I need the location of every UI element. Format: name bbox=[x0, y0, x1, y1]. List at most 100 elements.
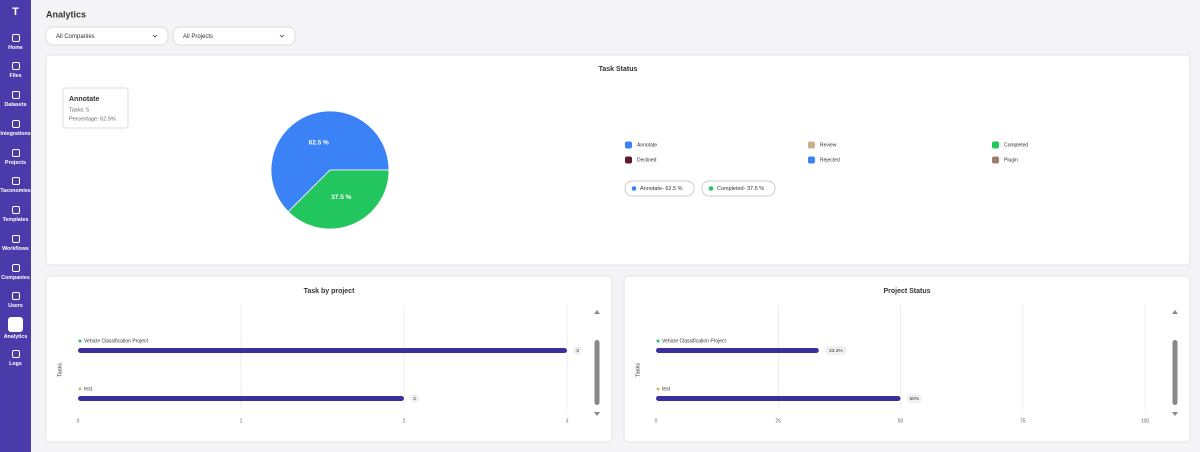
legend-swatch bbox=[992, 156, 999, 164]
category-label: Vehicle Classification Project bbox=[662, 338, 727, 344]
legend-label: Completed bbox=[1004, 142, 1028, 148]
nav-icon bbox=[11, 91, 20, 99]
nav-label: Files bbox=[9, 73, 22, 79]
slice-label: 62.5 % bbox=[309, 139, 329, 146]
legend-swatch bbox=[992, 141, 999, 149]
nav-item[interactable]: Projects bbox=[0, 149, 31, 166]
nav-label: Datasets bbox=[4, 102, 27, 108]
x-tick-label: 25 bbox=[775, 418, 781, 424]
nav-label: Workflows bbox=[2, 246, 29, 252]
pie-slice bbox=[287, 169, 390, 230]
x-tick-label: 50 bbox=[898, 418, 904, 424]
chip-label: Annotate- 62.5 % bbox=[640, 186, 683, 192]
sidebar: T Home Files Datasets Integrations Projects T… bbox=[0, 0, 31, 452]
legend-label: Declined bbox=[637, 157, 657, 163]
legend-label: Rejected bbox=[820, 157, 840, 163]
nav-label: Home bbox=[8, 45, 23, 51]
chip-label: Completed- 37.5 % bbox=[717, 186, 764, 192]
scroll-thumb[interactable] bbox=[594, 340, 600, 405]
legend-swatch bbox=[808, 141, 815, 149]
bar bbox=[78, 348, 567, 353]
nav-item[interactable]: Templates bbox=[0, 206, 31, 223]
nav-item[interactable]: Users bbox=[0, 292, 31, 309]
x-tick-label: 100 bbox=[1141, 418, 1150, 424]
nav-item[interactable]: Integrations bbox=[0, 120, 31, 137]
value-pill bbox=[824, 346, 847, 355]
category-label: Vehicle Classification Project bbox=[84, 338, 149, 344]
x-tick-label: 0 bbox=[655, 418, 658, 424]
legend-label: Annotate bbox=[637, 142, 657, 148]
chip[interactable] bbox=[624, 180, 695, 197]
category-label: test bbox=[84, 386, 93, 392]
bar bbox=[656, 348, 819, 353]
x-tick-label: 0 bbox=[77, 418, 80, 424]
legend-swatch bbox=[808, 156, 815, 164]
value-label: 3 bbox=[576, 348, 579, 354]
card bbox=[45, 54, 1191, 266]
scroll-down[interactable] bbox=[1172, 412, 1178, 416]
dropdown-label: All Projects bbox=[183, 34, 213, 40]
nav-label: Logs bbox=[9, 361, 22, 367]
legend-label: Plugin bbox=[1004, 157, 1018, 163]
nav-icon bbox=[11, 264, 20, 272]
nav-icon bbox=[11, 62, 20, 70]
nav-icon bbox=[11, 235, 20, 243]
legend-swatch bbox=[625, 141, 632, 149]
chip-dot bbox=[631, 186, 637, 191]
nav-icon bbox=[11, 149, 20, 157]
scroll-thumb[interactable] bbox=[1172, 340, 1178, 405]
chip[interactable] bbox=[701, 180, 776, 197]
nav-item[interactable]: Workflows bbox=[0, 235, 31, 252]
tooltip-title: Annotate bbox=[69, 96, 99, 103]
nav-item[interactable]: Taxonomies bbox=[0, 177, 31, 194]
y-axis-label: Tasks bbox=[635, 363, 641, 377]
slice-label: 37.5 % bbox=[331, 194, 351, 201]
value-label: 2 bbox=[413, 396, 416, 402]
nav-icon bbox=[11, 177, 20, 185]
x-tick-label: 2 bbox=[403, 418, 406, 424]
nav-icon bbox=[11, 34, 20, 42]
chart-title: Task Status bbox=[599, 66, 638, 73]
chip-dot bbox=[708, 186, 714, 191]
bar bbox=[78, 396, 404, 401]
tooltip bbox=[62, 87, 129, 129]
nav-item[interactable]: Companies bbox=[0, 264, 31, 281]
nav-icon bbox=[8, 317, 23, 332]
card bbox=[623, 275, 1191, 443]
x-tick-label: 3 bbox=[566, 418, 569, 424]
nav-icon bbox=[11, 292, 20, 300]
nav-label: Templates bbox=[2, 217, 29, 223]
scroll-up[interactable] bbox=[1172, 310, 1178, 314]
page-title: Analytics bbox=[46, 9, 86, 19]
value-label: 50% bbox=[909, 396, 919, 402]
category-label: test bbox=[662, 386, 671, 392]
scroll-up[interactable] bbox=[594, 310, 600, 314]
nav-icon bbox=[11, 206, 20, 214]
nav-item[interactable]: Home bbox=[0, 34, 31, 51]
nav-item[interactable]: Datasets bbox=[0, 91, 31, 108]
dropdown[interactable] bbox=[45, 26, 169, 46]
nav-label: Users bbox=[8, 303, 23, 309]
tooltip-line: Tasks: 5 bbox=[69, 107, 89, 113]
tooltip-line: Percentage: 62.5% bbox=[69, 116, 116, 122]
category-dot bbox=[656, 339, 660, 343]
pie-slice bbox=[270, 110, 390, 213]
chevron bbox=[152, 34, 158, 38]
chevron bbox=[279, 34, 285, 38]
scroll-down[interactable] bbox=[594, 412, 600, 416]
value-pill bbox=[573, 346, 583, 355]
nav-item[interactable]: Analytics bbox=[0, 317, 31, 340]
chart-title: Project Status bbox=[883, 288, 930, 295]
bar bbox=[656, 396, 901, 401]
y-axis-label: Tasks bbox=[57, 363, 63, 377]
value-label: 33.3% bbox=[829, 348, 843, 354]
dropdown[interactable] bbox=[172, 26, 296, 46]
category-dot bbox=[78, 339, 82, 343]
nav-icon bbox=[11, 350, 20, 358]
x-tick-label: 1 bbox=[240, 418, 243, 424]
nav-item[interactable]: Files bbox=[0, 62, 31, 79]
nav-item[interactable]: Logs bbox=[0, 350, 31, 367]
x-tick-label: 75 bbox=[1020, 418, 1026, 424]
